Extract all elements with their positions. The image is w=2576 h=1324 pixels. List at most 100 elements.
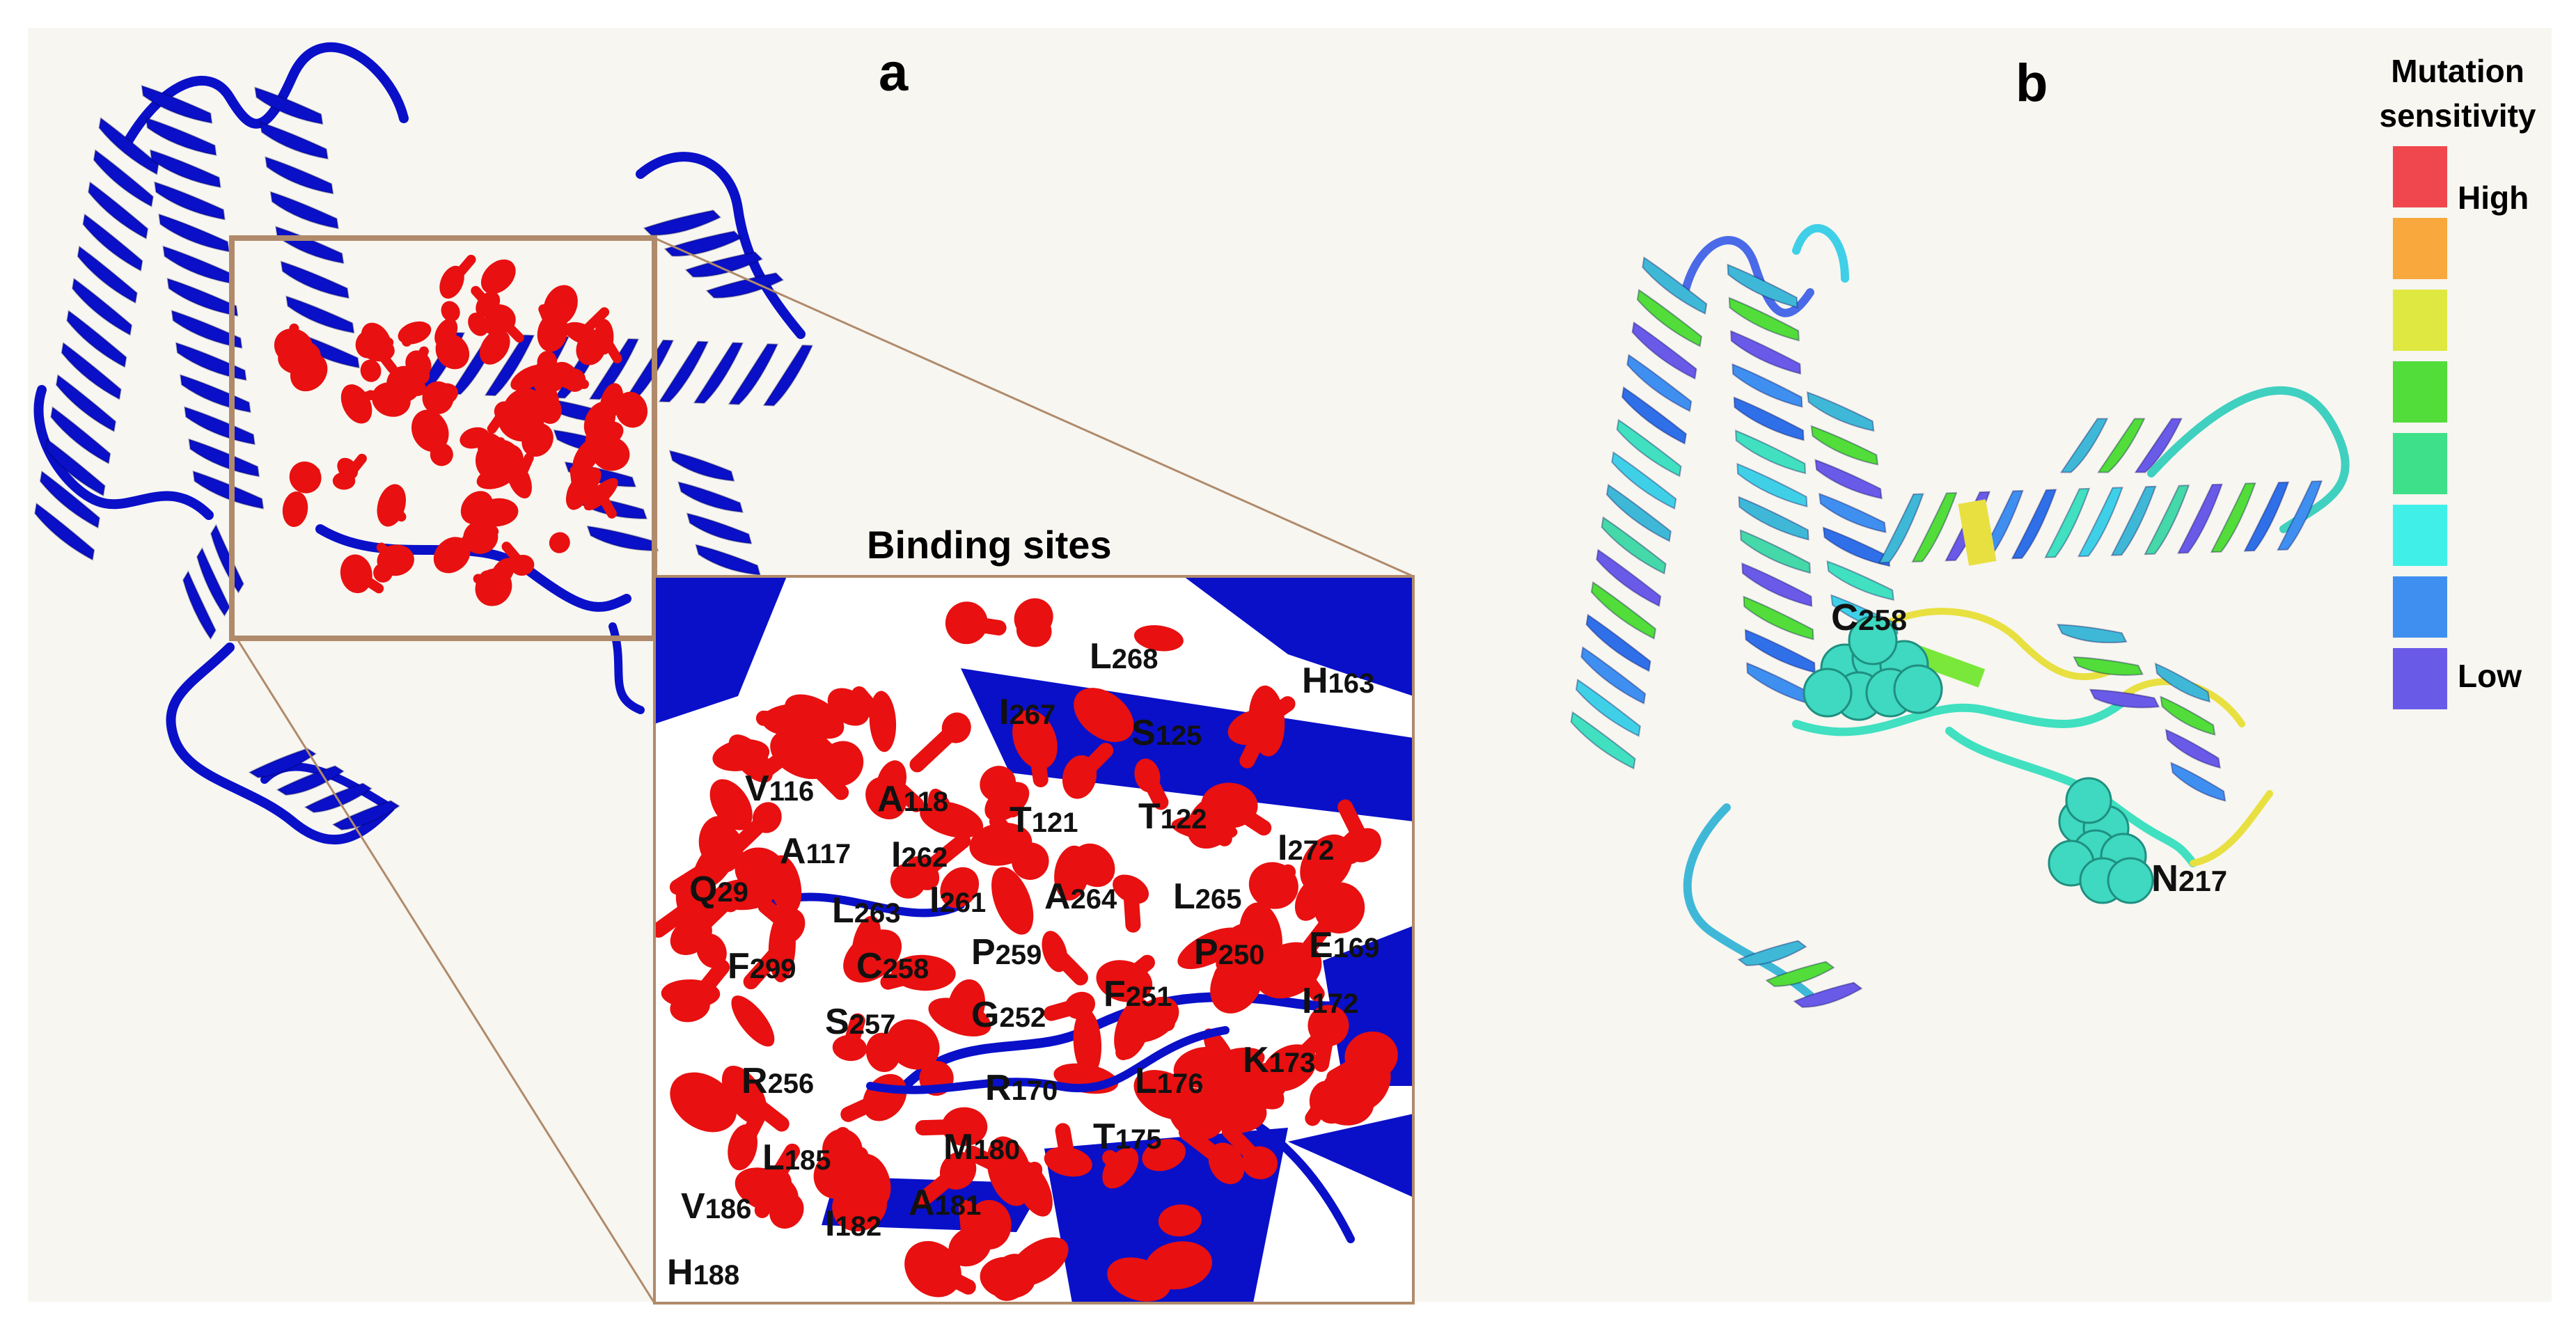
helix-a3-turn (285, 295, 355, 334)
inset-binding-bond (1139, 768, 1169, 810)
loop-b-yellow (2190, 790, 2273, 867)
inset-binding-bond (1337, 799, 1372, 853)
helix-a2-turn (141, 84, 213, 124)
helix-a2-turn (171, 310, 243, 349)
inset-binding-bond (1221, 1123, 1268, 1171)
residue-label-V116: V116 (745, 769, 814, 809)
helix-a8-turn (695, 544, 761, 576)
inset-binding-bond (1178, 1124, 1234, 1172)
inset-binding-bond (1323, 1075, 1372, 1095)
residue-label-I182: I182 (825, 1204, 881, 1244)
helix-b4-turn (2277, 480, 2323, 551)
helix-a2-turn (188, 438, 260, 478)
helix-b1-turn (1611, 451, 1677, 510)
inset-binding-bond (1314, 1018, 1336, 1072)
residue-label-I172: I172 (1302, 981, 1358, 1021)
inset-binding-atom (785, 694, 845, 739)
binding-atom (282, 491, 308, 528)
inset-binding-bond (1055, 1123, 1076, 1169)
helix-a1-turn (88, 181, 149, 239)
helix-b6-turn (2089, 688, 2160, 709)
legend-swatch-7 (2393, 576, 2447, 638)
helix-a8-turn (668, 450, 735, 482)
helix-b7-turn (2170, 762, 2226, 802)
strand-a1-turn (248, 748, 317, 778)
strand-b1-turn (1765, 961, 1835, 987)
inset-binding-bond (1027, 732, 1049, 787)
inset-binding-bond (840, 1089, 893, 1122)
binding-bond (372, 343, 398, 374)
helix-b2-turn (1735, 429, 1807, 475)
binding-bond (413, 346, 429, 370)
inset-binding-bond (757, 898, 797, 934)
legend-title-line2: sensitivity (2380, 97, 2536, 134)
binding-bond (561, 370, 589, 389)
inset-binding-bond (842, 1013, 865, 1056)
loop-b-yellow (1876, 608, 2120, 681)
inset-binding-atom (1114, 998, 1152, 1060)
residue-label-L176: L176 (1135, 1061, 1204, 1101)
helix-b4-turn (2044, 487, 2091, 558)
helix-a1-turn (77, 245, 138, 304)
helix-b1-turn (1596, 549, 1662, 608)
inset-binding-atom (1008, 1237, 1069, 1286)
binding-bond (291, 367, 314, 379)
helix-b4-turn (2144, 484, 2190, 555)
helix-a7-turn (586, 525, 659, 552)
binding-bond (376, 542, 401, 565)
helix-b3-turn (1806, 391, 1875, 432)
helix-a1-turn (72, 277, 133, 336)
inset-binding-atom (1202, 1075, 1237, 1108)
helix-b1-turn (1616, 418, 1682, 478)
helix-b3-turn (1822, 526, 1891, 567)
helix-a2-turn (149, 149, 221, 189)
helix-b1-turn (1636, 288, 1702, 347)
binding-bond (447, 539, 466, 560)
helix-a1-turn (93, 149, 154, 207)
inset-frame (653, 575, 1415, 1305)
helix-a1-turn (34, 502, 95, 561)
inset-binding-bond (915, 833, 971, 881)
inset-binding-bond (1102, 1150, 1129, 1176)
residue-label-K173: K173 (1243, 1040, 1315, 1080)
binding-bond (538, 304, 558, 338)
residue-label-G252: G252 (971, 995, 1046, 1035)
legend-swatch-6 (2393, 505, 2447, 566)
helix-a3-turn (269, 191, 339, 230)
binding-atom (430, 443, 453, 466)
helix-b1-turn (1626, 354, 1693, 413)
zoom-line-bottom (235, 638, 656, 1304)
helix-a1-turn (39, 470, 100, 529)
binding-bond (577, 307, 610, 339)
inset-binding-atom (851, 915, 881, 968)
inset-binding-atom (1133, 625, 1184, 652)
inset-binding-atom (1142, 1139, 1186, 1172)
inset-binding-atom (966, 1199, 1012, 1250)
inset-binding-atom (920, 801, 984, 838)
residue-label-H188: H188 (667, 1252, 739, 1293)
inset-binding-bond (1302, 900, 1347, 954)
binding-bond (339, 453, 367, 486)
helix-b7-turn (2154, 662, 2210, 703)
zoom-line-top (654, 237, 1414, 578)
helix-b2-turn (1733, 396, 1805, 441)
helix-b5-turn (2097, 418, 2146, 473)
helix-b1-turn (1570, 711, 1636, 770)
loop (33, 385, 214, 520)
residue-label-N217: N217 (2151, 858, 2227, 899)
binding-residue-labels: L268 H163 I267 S125 V116 A118 T121 T122 A117 I262… (667, 636, 1379, 1293)
magnify-box (229, 235, 657, 641)
residue-label-P250: P250 (1194, 932, 1264, 972)
inset-binding-bond (1170, 1257, 1191, 1284)
legend-swatch-8 (2393, 648, 2447, 709)
binding-bond (556, 297, 567, 310)
residue-label-C258: C258 (1831, 597, 1907, 638)
residue-label-R170: R170 (985, 1068, 1058, 1108)
helix-b1-turn (1605, 483, 1672, 542)
inset-binding-bond (654, 894, 705, 938)
residue-label-I267: I267 (999, 692, 1055, 732)
inset-binding-bond (880, 965, 932, 990)
helix-a2-turn (154, 181, 226, 221)
binding-atom (435, 333, 470, 370)
helix-b2-turn (1731, 363, 1803, 408)
